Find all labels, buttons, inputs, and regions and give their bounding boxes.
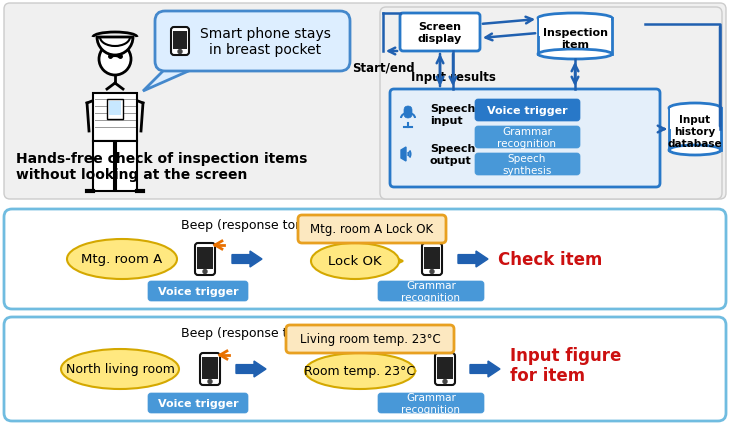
Text: Start/end: Start/end <box>352 61 415 74</box>
Text: Voice trigger: Voice trigger <box>158 398 238 408</box>
FancyBboxPatch shape <box>380 8 722 199</box>
Circle shape <box>208 380 212 383</box>
Text: Input results: Input results <box>410 71 496 84</box>
FancyBboxPatch shape <box>422 243 442 275</box>
Ellipse shape <box>538 14 612 24</box>
Polygon shape <box>166 363 178 375</box>
FancyBboxPatch shape <box>475 127 580 149</box>
Polygon shape <box>390 256 403 268</box>
Text: Speech
synthesis: Speech synthesis <box>502 154 552 176</box>
Circle shape <box>430 270 434 274</box>
Text: Grammar
recognition: Grammar recognition <box>402 281 461 302</box>
FancyArrow shape <box>470 361 500 377</box>
Bar <box>669 109 721 151</box>
Ellipse shape <box>305 353 415 389</box>
Ellipse shape <box>67 239 177 279</box>
FancyBboxPatch shape <box>155 12 350 72</box>
Polygon shape <box>93 142 114 192</box>
FancyBboxPatch shape <box>195 243 215 275</box>
Text: Beep (response tone): Beep (response tone) <box>181 327 315 340</box>
Text: Input figure
for item: Input figure for item <box>510 346 621 385</box>
Ellipse shape <box>669 104 721 114</box>
Circle shape <box>203 270 207 274</box>
Polygon shape <box>404 365 416 377</box>
Text: Mtg. room A Lock OK: Mtg. room A Lock OK <box>310 223 434 236</box>
FancyBboxPatch shape <box>400 14 480 52</box>
Bar <box>107 100 123 120</box>
Bar <box>670 109 720 130</box>
Polygon shape <box>351 353 365 363</box>
Text: Grammar
recognition: Grammar recognition <box>402 392 461 414</box>
FancyBboxPatch shape <box>390 90 660 187</box>
Text: Lock OK: Lock OK <box>328 255 382 268</box>
Wedge shape <box>97 38 133 56</box>
FancyBboxPatch shape <box>148 393 248 413</box>
FancyArrow shape <box>236 361 266 377</box>
Text: Screen
display: Screen display <box>418 22 462 44</box>
Bar <box>202 357 218 379</box>
Text: Room temp. 23°C: Room temp. 23°C <box>304 365 415 377</box>
Polygon shape <box>348 243 362 253</box>
Polygon shape <box>116 142 137 192</box>
Bar <box>424 248 440 269</box>
FancyBboxPatch shape <box>4 317 726 421</box>
FancyBboxPatch shape <box>435 353 455 385</box>
Text: Mtg. room A: Mtg. room A <box>81 253 163 266</box>
FancyBboxPatch shape <box>200 353 220 385</box>
Text: Smart phone stays
in breast pocket: Smart phone stays in breast pocket <box>199 27 331 57</box>
Polygon shape <box>143 70 193 92</box>
Bar <box>538 19 612 55</box>
Text: Voice trigger: Voice trigger <box>487 106 567 116</box>
FancyBboxPatch shape <box>404 107 412 119</box>
FancyArrow shape <box>458 251 488 268</box>
Circle shape <box>443 380 447 383</box>
Text: Living room temp. 23°C: Living room temp. 23°C <box>299 333 440 345</box>
FancyBboxPatch shape <box>148 281 248 301</box>
Text: North living room: North living room <box>66 363 174 376</box>
Ellipse shape <box>669 146 721 155</box>
Bar <box>109 102 121 116</box>
FancyBboxPatch shape <box>475 100 580 122</box>
Text: Beep (response tone): Beep (response tone) <box>181 219 315 232</box>
Text: Inspection
item: Inspection item <box>542 28 607 50</box>
Bar <box>197 248 213 269</box>
Ellipse shape <box>538 50 612 60</box>
Text: Voice trigger: Voice trigger <box>158 286 238 296</box>
Polygon shape <box>401 148 406 161</box>
Ellipse shape <box>311 243 399 279</box>
FancyBboxPatch shape <box>378 281 484 301</box>
FancyArrow shape <box>232 251 262 268</box>
FancyBboxPatch shape <box>475 154 580 176</box>
FancyBboxPatch shape <box>4 210 726 309</box>
Text: Grammar
recognition: Grammar recognition <box>498 127 556 148</box>
Polygon shape <box>164 253 177 265</box>
FancyBboxPatch shape <box>4 4 726 199</box>
FancyBboxPatch shape <box>378 393 484 413</box>
Circle shape <box>178 50 182 55</box>
Text: Input
history
database: Input history database <box>668 115 722 148</box>
FancyBboxPatch shape <box>171 28 189 56</box>
Circle shape <box>99 44 131 76</box>
Bar <box>539 19 611 37</box>
Bar <box>437 357 453 379</box>
FancyBboxPatch shape <box>298 216 446 243</box>
Bar <box>173 32 187 50</box>
FancyBboxPatch shape <box>286 325 454 353</box>
Bar <box>93 94 137 142</box>
Text: Hands-free check of inspection items
without looking at the screen: Hands-free check of inspection items wit… <box>16 152 307 182</box>
Text: Speech
output: Speech output <box>430 144 475 165</box>
Text: Speech
input: Speech input <box>430 104 475 126</box>
Text: Check item: Check item <box>498 250 602 268</box>
Ellipse shape <box>61 349 179 389</box>
